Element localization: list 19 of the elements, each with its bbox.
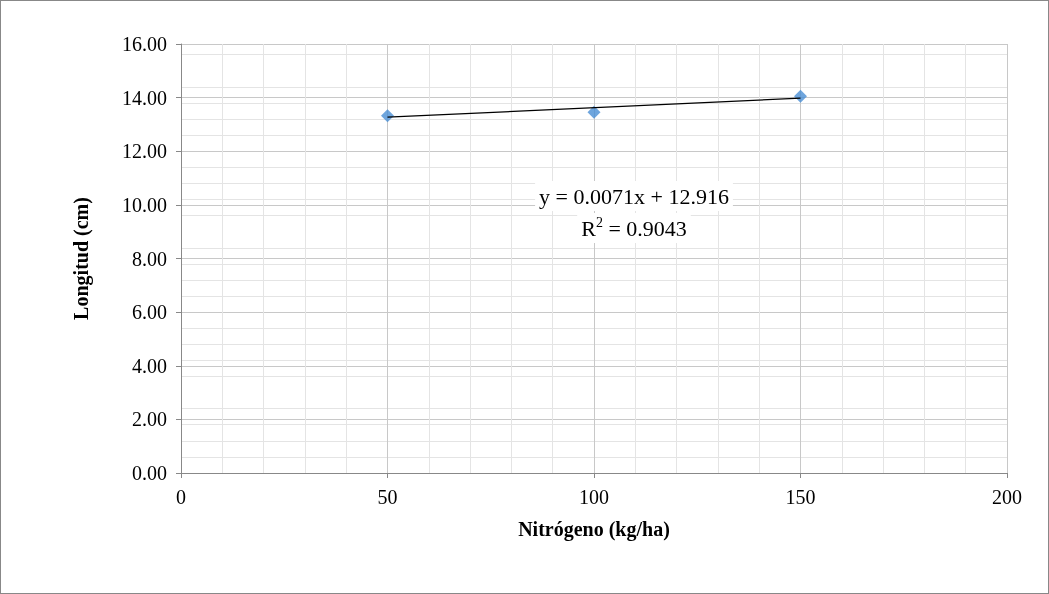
y-tick-label: 4.00	[132, 354, 167, 377]
point	[587, 105, 601, 119]
y-axis-title: Longitud (cm)	[70, 197, 93, 320]
x-tick-label: 100	[579, 486, 609, 508]
y-tick-label: 2.00	[132, 408, 167, 431]
x-tick-label: 150	[785, 486, 816, 508]
annotation: y = 0.0071x + 12.916	[539, 183, 729, 209]
x-tick-label: 0	[176, 486, 186, 508]
y-tick-label: 12.00	[122, 140, 167, 163]
y-tick-label: 16.00	[122, 33, 167, 55]
y-tick-label: 6.00	[132, 301, 167, 324]
x-tick-label: 50	[377, 486, 398, 508]
y-tick-label: 8.00	[132, 247, 167, 270]
y-tick-label: 14.00	[122, 86, 167, 109]
x-tick-label: 200	[992, 486, 1022, 508]
x-axis-title: Nitrógeno (kg/ha)	[518, 518, 670, 541]
y-tick-label: 0.00	[132, 462, 167, 484]
y-tick-label: 10.00	[122, 193, 167, 216]
point	[794, 89, 807, 103]
